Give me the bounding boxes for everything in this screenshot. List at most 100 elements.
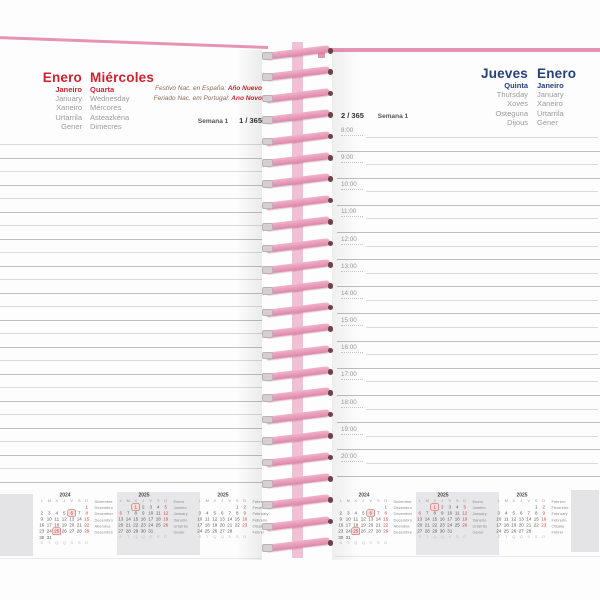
calendar-day: 9 [542, 510, 545, 516]
calendar-day: 27 [417, 528, 423, 534]
calendar-day: 23 [439, 522, 445, 528]
spiral-wire-end-cap [262, 437, 273, 445]
spiral-loop [262, 366, 334, 381]
calendar-day: 7 [228, 510, 231, 516]
calendar-day-initial: J [63, 498, 66, 504]
calendar-day: 6 [119, 510, 122, 516]
right-page-bottom-edge [335, 556, 600, 557]
calendar-day: 22 [533, 522, 539, 528]
month-name-en: January [537, 90, 564, 100]
calendar-day-initial: M [346, 498, 350, 504]
calendar-day-initial: T [127, 534, 130, 539]
punch-hole [327, 304, 333, 311]
calendar-month-name: Enero [173, 499, 185, 505]
calendar-month-name: Abendua [94, 523, 111, 529]
holiday-name-es: Año Nuevo [227, 85, 262, 92]
ruled-line [0, 306, 262, 307]
calendar-week-row: 10 11 12 13 14 15 16 [196, 516, 250, 522]
left-page-date-header: Enero Janeiro January Xaneiro Urtarrila … [28, 70, 154, 131]
ruled-line [0, 333, 262, 334]
month-name-primary: Enero [537, 66, 577, 81]
calendar-day: 13 [69, 516, 75, 522]
calendar-month-name: Diciembre [94, 499, 113, 505]
calendar-day: 17 [197, 522, 203, 528]
punch-hole [327, 518, 333, 525]
calendar-day-initial: M [126, 498, 130, 504]
calendar-day-initial: V [70, 498, 74, 504]
calendar-day: 26 [511, 528, 517, 534]
cover-edge-left [0, 36, 269, 49]
spiral-loop [262, 387, 334, 402]
calendar-day: 30 [439, 528, 445, 534]
punch-hole [327, 433, 333, 439]
calendar-day-initial: S [534, 534, 538, 539]
calendar-week-row: 6 7 8 9 10 11 12 [416, 510, 470, 516]
calendar-day-initial: L [40, 498, 43, 504]
spiral-loop [262, 45, 334, 60]
calendar-day: 7 [527, 510, 530, 516]
calendar-day-initial: J [221, 498, 224, 504]
calendar-day: 23 [140, 522, 146, 528]
calendar-day: 27 [69, 528, 75, 534]
calendar-day: 6 [418, 510, 421, 516]
calendar-day-initial: V [448, 498, 452, 504]
ruled-line [0, 238, 262, 240]
calendar-day: 24 [46, 528, 52, 534]
calendar-month-name: Enero [472, 499, 484, 505]
calendar-day: 5 [164, 504, 167, 510]
day-name-eu: Asteazkena [90, 112, 130, 122]
calendar-day: 15 [432, 516, 438, 522]
calendar-day: 8 [433, 510, 436, 516]
punch-hole [327, 112, 333, 118]
calendar-day: 24 [197, 528, 203, 534]
spiral-loop [262, 237, 334, 253]
calendar-day-initial: X [354, 498, 358, 504]
calendar-day: 30 [140, 528, 146, 534]
calendar-day: 12 [61, 516, 67, 522]
calendar-day-initial: S [455, 534, 459, 539]
month-name-primary: Enero [42, 70, 82, 85]
calendar-day-initial: S [149, 534, 153, 539]
calendar-day: 3 [198, 510, 201, 516]
calendar-day-initial: M [504, 498, 508, 504]
calendar-day: 4 [156, 504, 160, 510]
calendar-day-initial: Q [134, 534, 138, 539]
calendar-day: 8 [235, 510, 239, 516]
day-name-gl: Xoves [507, 99, 528, 109]
calendar-day: 31 [148, 528, 154, 534]
left-month-column: Enero Janeiro January Xaneiro Urtarrila … [28, 70, 82, 131]
calendar-day: 13 [417, 516, 423, 522]
spiral-wire [264, 259, 331, 274]
hour-separator-line [337, 204, 600, 206]
calendar-day: 4 [354, 510, 357, 516]
calendar-day: 18 [454, 516, 460, 522]
hour-separator-line [337, 150, 600, 152]
calendar-day: 30 [39, 534, 45, 540]
spiral-wire-end-cap [262, 544, 273, 552]
calendar-week-row: 24 25 26 27 28 [196, 528, 250, 534]
calendar-month-name: February [252, 511, 269, 517]
calendar-day-initial: D [384, 498, 388, 504]
calendar-day-initial: Q [55, 540, 59, 545]
calendar-day-initial: S [228, 534, 232, 539]
calendar-day-initial: D [243, 498, 247, 504]
calendar-day-initial: D [164, 498, 168, 504]
calendar-year: 2024 [358, 492, 370, 499]
calendar-day-initial: Q [512, 534, 516, 539]
spiral-wire-end-cap [262, 501, 273, 509]
day-name-eu: Osteguna [495, 108, 528, 118]
spiral-loop [262, 430, 334, 445]
spiral-wire [264, 366, 331, 381]
calendar-day: 16 [242, 516, 248, 522]
calendar-week-row: 17 18 19 20 21 22 23 [196, 522, 250, 528]
calendar-day-initial: V [527, 498, 531, 504]
day-name-en: Thursday [496, 90, 528, 100]
calendar-day-initial: J [441, 498, 444, 504]
calendar-day: 24 [345, 528, 351, 534]
calendar-day-initial: X [433, 498, 437, 504]
hour-label: 18:00 [341, 399, 363, 408]
